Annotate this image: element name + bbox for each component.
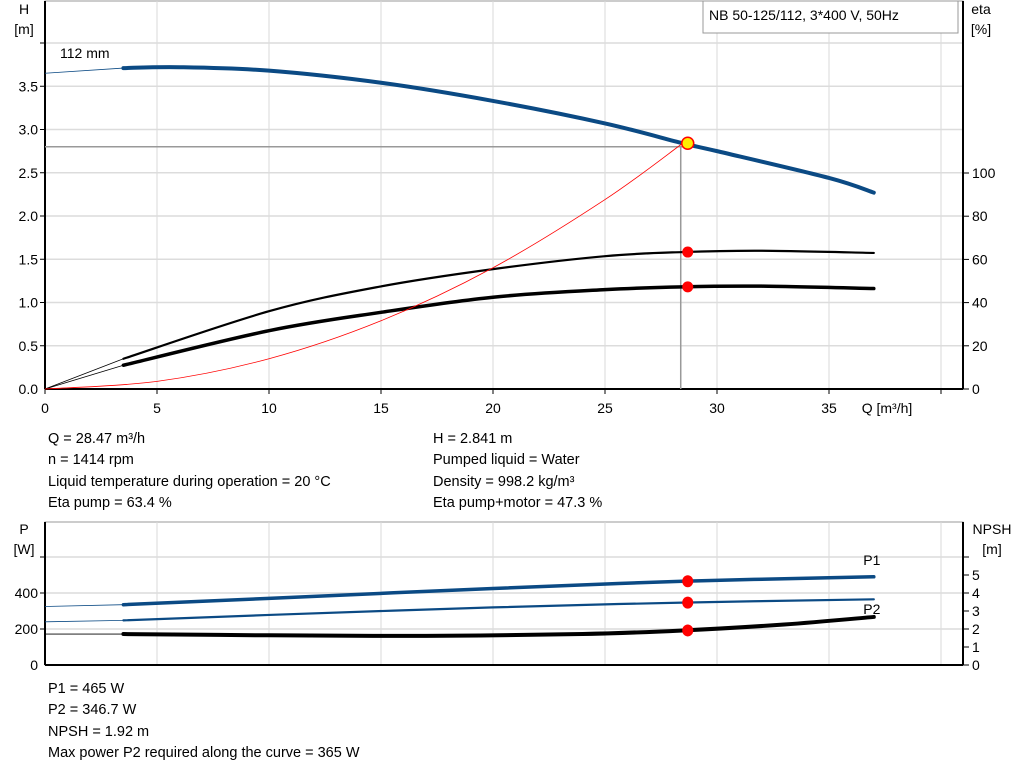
x-tick-label: 30	[709, 400, 725, 416]
info-top-left: Q = 28.47 m³/h n = 1414 rpm Liquid tempe…	[48, 429, 331, 514]
curve-label-impeller: 112 mm	[60, 45, 110, 61]
operating-point-marker	[680, 136, 695, 151]
info-speed: n = 1414 rpm	[48, 452, 134, 469]
info-npsh: NPSH = 1.92 m	[48, 723, 150, 740]
npsh-axis-label: [m]	[982, 541, 1001, 557]
x-tick-label: 35	[821, 400, 837, 416]
marker-p1	[682, 575, 694, 588]
x-tick-label: 0	[41, 400, 49, 416]
series-eta_pump_motor	[121, 284, 876, 367]
y-axis-label: [m]	[14, 21, 33, 37]
y-tick-label: 1.0	[19, 295, 39, 311]
info-flow: Q = 28.47 m³/h	[48, 431, 146, 447]
series-eta_pump-extension	[44, 358, 124, 390]
p-tick-label: 0	[30, 657, 38, 673]
info-head: H = 2.841 m	[433, 431, 513, 447]
y2-tick-label: 80	[972, 208, 988, 224]
series-label-P1: P1	[863, 552, 880, 568]
y2-tick-label: 20	[972, 338, 988, 354]
series-head	[121, 65, 876, 195]
info-top-right: H = 2.841 m Pumped liquid = Water Densit…	[433, 429, 602, 514]
y2-axis-label: [%]	[971, 21, 991, 37]
marker-eta-pump-motor	[682, 281, 694, 293]
x-tick-label: 20	[485, 400, 501, 416]
p-tick-label: 200	[15, 621, 39, 637]
y-tick-label: 3.5	[19, 78, 39, 94]
y-tick-label: 1.5	[19, 251, 39, 267]
y2-tick-label: 40	[972, 295, 988, 311]
series-head-extension	[44, 67, 124, 74]
series-P1	[121, 575, 876, 607]
info-eta-pump: Eta pump = 63.4 %	[48, 494, 172, 511]
npsh-tick-label: 1	[972, 639, 980, 655]
p-axis-label: [W]	[14, 541, 35, 557]
npsh-tick-label: 4	[972, 585, 980, 601]
npsh-tick-label: 2	[972, 621, 980, 637]
series-label-P2: P2	[863, 601, 880, 617]
x-axis-label: Q [m³/h]	[862, 400, 913, 416]
p-tick-label: 400	[15, 585, 39, 601]
legend-title: NB 50-125/112, 3*400 V, 50Hz	[709, 7, 899, 23]
info-p1: P1 = 465 W	[48, 681, 125, 697]
info-liquid: Pumped liquid = Water	[433, 452, 580, 469]
marker-npsh	[682, 624, 694, 637]
legend-box	[702, 0, 959, 34]
info-p2: P2 = 346.7 W	[48, 702, 137, 719]
top-plot-frame	[44, 0, 964, 390]
series-P2-extension	[44, 619, 124, 623]
y2-tick-label: 100	[972, 165, 996, 181]
marker-eta-pump	[682, 246, 694, 258]
npsh-tick-label: 0	[972, 657, 980, 673]
y-tick-label: 2.5	[19, 165, 39, 181]
info-max-power: Max power P2 required along the curve = …	[48, 744, 360, 761]
info-temperature: Liquid temperature during operation = 20…	[48, 473, 331, 490]
x-tick-label: 10	[261, 400, 277, 416]
series-eta_pump	[122, 249, 875, 360]
y-tick-label: 0.0	[19, 381, 39, 397]
y-tick-label: 2.0	[19, 208, 39, 224]
series-P1-extension	[44, 604, 124, 607]
y2-axis-label: eta	[971, 1, 991, 17]
y2-tick-label: 0	[972, 381, 980, 397]
y-tick-label: 0.5	[19, 338, 39, 354]
info-bottom: P1 = 465 W P2 = 346.7 W NPSH = 1.92 m Ma…	[48, 679, 360, 764]
info-density: Density = 998.2 kg/m³	[433, 473, 575, 490]
npsh-axis-label: NPSH	[973, 521, 1012, 537]
npsh-tick-label: 5	[972, 567, 980, 583]
x-tick-label: 25	[597, 400, 613, 416]
npsh-tick-label: 3	[972, 603, 980, 619]
marker-p2	[682, 596, 694, 609]
series-NPSH	[121, 614, 876, 638]
info-eta-pump-motor: Eta pump+motor = 47.3 %	[433, 494, 603, 511]
y2-tick-label: 60	[972, 251, 988, 267]
x-tick-label: 15	[373, 400, 389, 416]
p-axis-label: P	[19, 521, 28, 537]
y-tick-label: 3.0	[19, 122, 39, 138]
y-axis-label: H	[19, 1, 29, 17]
series-P2	[122, 598, 875, 622]
series-system_curve	[44, 142, 683, 390]
series-eta_pump_motor-extension	[44, 364, 124, 390]
x-tick-label: 5	[153, 400, 161, 416]
